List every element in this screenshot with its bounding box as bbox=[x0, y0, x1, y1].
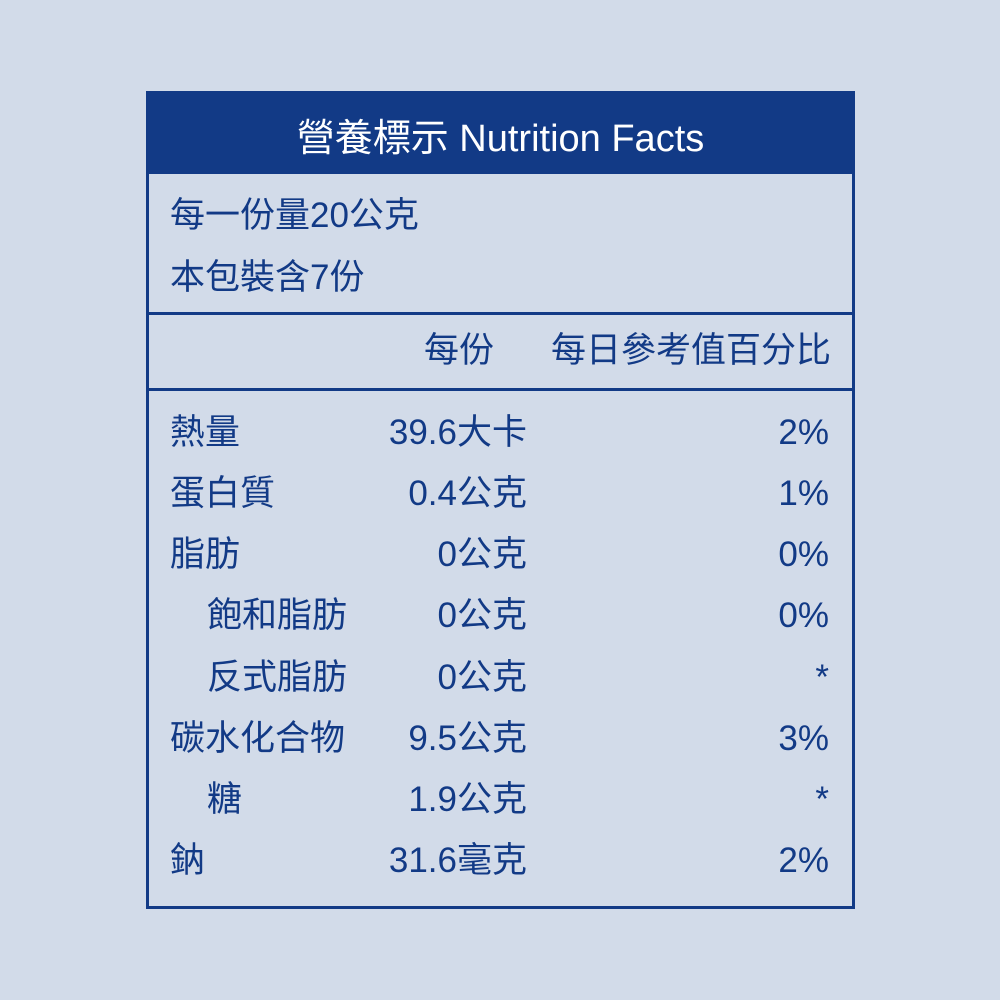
nutrient-row-protein: 蛋白質 0.4公克 1% bbox=[149, 464, 852, 524]
nutrient-name: 飽和脂肪 bbox=[207, 596, 348, 635]
nutrient-name: 脂肪 bbox=[170, 535, 241, 574]
nutrient-name: 反式脂肪 bbox=[207, 658, 348, 697]
nutrition-facts-label: 營養標示 Nutrition Facts 每一份量20公克 本包裝含7份 每份 … bbox=[146, 91, 855, 909]
nutrient-daily-value: 0% bbox=[778, 596, 829, 635]
nutrient-row-calories: 熱量 39.6大卡 2% bbox=[149, 403, 852, 463]
nutrient-amount: 0公克 bbox=[437, 596, 527, 635]
nutrient-row-fat: 脂肪 0公克 0% bbox=[149, 525, 852, 585]
nutrient-name: 蛋白質 bbox=[170, 474, 276, 513]
nutrient-amount: 0公克 bbox=[437, 535, 527, 574]
label-title: 營養標示 Nutrition Facts bbox=[296, 117, 705, 160]
nutrient-amount: 9.5公克 bbox=[408, 719, 527, 758]
serving-info: 每一份量20公克 本包裝含7份 bbox=[149, 174, 852, 315]
nutrient-row-trans-fat: 反式脂肪 0公克 * bbox=[149, 648, 852, 708]
nutrient-name: 糖 bbox=[207, 780, 243, 819]
nutrient-row-sugar: 糖 1.9公克 * bbox=[149, 770, 852, 830]
serving-size: 每一份量20公克 bbox=[170, 196, 419, 235]
daily-value-header: 每日參考值百分比 bbox=[550, 331, 831, 370]
nutrient-row-saturated-fat: 飽和脂肪 0公克 0% bbox=[149, 586, 852, 646]
nutrient-name: 熱量 bbox=[170, 413, 241, 452]
nutrient-daily-value: * bbox=[815, 780, 829, 819]
nutrient-name: 鈉 bbox=[170, 841, 206, 880]
nutrient-amount: 39.6大卡 bbox=[388, 413, 527, 452]
nutrient-daily-value: 3% bbox=[778, 719, 829, 758]
nutrient-daily-value: 2% bbox=[778, 413, 829, 452]
nutrient-amount: 0.4公克 bbox=[408, 474, 527, 513]
label-header: 營養標示 Nutrition Facts bbox=[149, 94, 852, 174]
nutrient-amount: 0公克 bbox=[437, 658, 527, 697]
nutrient-amount: 1.9公克 bbox=[408, 780, 527, 819]
servings-per-package: 本包裝含7份 bbox=[170, 258, 365, 297]
per-serving-header: 每份 bbox=[423, 331, 494, 370]
nutrient-daily-value: 2% bbox=[778, 841, 829, 880]
nutrient-daily-value: 0% bbox=[778, 535, 829, 574]
nutrient-daily-value: 1% bbox=[778, 474, 829, 513]
nutrient-daily-value: * bbox=[815, 658, 829, 697]
nutrient-row-carbohydrate: 碳水化合物 9.5公克 3% bbox=[149, 709, 852, 769]
nutrient-amount: 31.6毫克 bbox=[388, 841, 527, 880]
column-header: 每份 每日參考值百分比 bbox=[149, 315, 852, 391]
nutrient-row-sodium: 鈉 31.6毫克 2% bbox=[149, 831, 852, 891]
nutrient-name: 碳水化合物 bbox=[170, 719, 346, 758]
